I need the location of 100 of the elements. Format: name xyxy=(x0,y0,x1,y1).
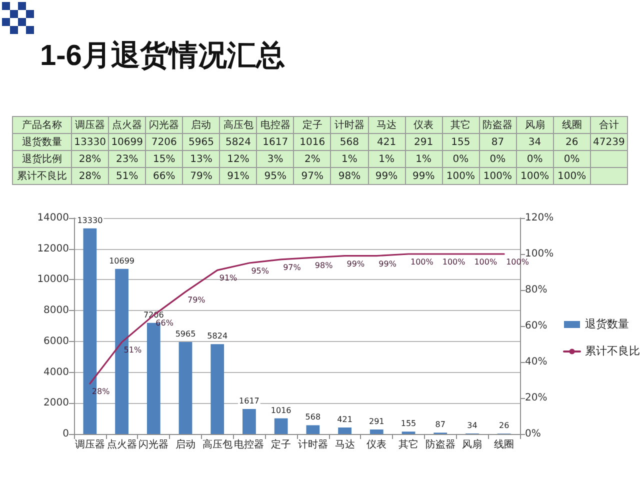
data-label: 97% xyxy=(294,168,331,184)
bar xyxy=(274,418,288,434)
y-tick-label: 10000 xyxy=(37,274,69,286)
series-label: 累计不良比 xyxy=(12,168,72,184)
x-tick-label: 闪光器 xyxy=(138,438,169,450)
x-tick-label: 调压器 xyxy=(74,438,105,450)
y2-tick-label: 20% xyxy=(525,392,548,404)
data-label: 568 xyxy=(330,134,368,150)
data-label: 98% xyxy=(314,261,334,270)
y-tick-label: 6000 xyxy=(44,336,69,347)
data-label: 95% xyxy=(256,168,294,184)
y2-tick-label: 80% xyxy=(525,284,548,296)
x-tick-label: 防盗器 xyxy=(425,438,456,450)
data-label: 66% xyxy=(156,318,174,328)
data-label: 13330 xyxy=(72,134,109,150)
category-label: 电控器 xyxy=(256,116,294,134)
category-label: 高压包 xyxy=(220,116,257,134)
x-tick-label: 启动 xyxy=(176,438,196,450)
category-label: 风扇 xyxy=(516,116,554,134)
data-label: 7206 xyxy=(146,134,183,150)
data-label: 26 xyxy=(498,421,510,430)
bar xyxy=(338,428,352,434)
data-label: 13330 xyxy=(77,216,103,225)
data-label: 91% xyxy=(219,274,238,283)
data-label: 99% xyxy=(346,259,365,268)
data-label: 568 xyxy=(305,412,321,422)
y2-tick-label: 0% xyxy=(525,428,541,440)
data-label: 421 xyxy=(368,134,406,150)
data-label: 47239 xyxy=(590,134,628,150)
x-tick-label: 高压包 xyxy=(202,438,232,450)
category-label: 点火器 xyxy=(108,116,146,134)
x-tick-label: 电控器 xyxy=(234,438,264,450)
data-label: 5824 xyxy=(220,134,257,150)
x-tick-label: 点火器 xyxy=(106,438,137,450)
data-label: 91% xyxy=(220,168,257,184)
data-label: 421 xyxy=(337,415,352,424)
data-label: 1016 xyxy=(270,406,292,415)
data-label: 79% xyxy=(188,295,206,304)
data-label: 79% xyxy=(182,168,220,184)
data-label: 1617 xyxy=(239,396,260,406)
data-label: 28% xyxy=(72,168,109,184)
series-label: 退货数量 xyxy=(12,134,72,150)
data-label: 100% xyxy=(516,168,554,184)
data-label: 1617 xyxy=(256,134,294,150)
data-label: 100% xyxy=(442,168,480,184)
x-tick-label: 定子 xyxy=(271,438,292,450)
y2-tick-label: 40% xyxy=(525,356,548,368)
x-tick-label: 其它 xyxy=(398,438,418,450)
y2-tick-label: 100% xyxy=(525,248,554,260)
data-label: 5824 xyxy=(207,332,228,341)
category-label: 马达 xyxy=(368,116,406,134)
text: 产品名称 xyxy=(12,116,72,134)
x-tick-label: 风扇 xyxy=(462,438,482,450)
category-label: 计时器 xyxy=(330,116,368,134)
data-label: 5965 xyxy=(182,134,220,150)
x-tick-label: 仪表 xyxy=(366,438,387,450)
category-label: 其它 xyxy=(442,116,480,134)
data-label: 100% xyxy=(442,258,466,266)
data-label: 87 xyxy=(479,134,516,150)
category-label: 启动 xyxy=(182,116,220,134)
data-label: 291 xyxy=(369,417,384,426)
x-tick-label: 线圈 xyxy=(494,438,514,450)
data-label: 26 xyxy=(553,134,590,150)
data-label: 99% xyxy=(405,168,442,184)
y-tick-label: 12000 xyxy=(37,243,69,254)
y-tick-label: 14000 xyxy=(37,212,69,224)
data-label: 10699 xyxy=(109,256,135,266)
data-label: 66% xyxy=(146,168,183,184)
y2-tick-label: 60% xyxy=(525,320,548,332)
bar xyxy=(178,342,192,434)
data-label: 100% xyxy=(506,258,530,266)
category-label: 线圈 xyxy=(553,116,590,134)
data-label: 10699 xyxy=(108,134,146,150)
data-label: 100% xyxy=(479,168,516,184)
x-tick-label: 计时器 xyxy=(298,438,328,450)
legend-label: 累计不良比 xyxy=(585,344,640,358)
data-label: 97% xyxy=(283,262,302,272)
x-tick-label: 马达 xyxy=(334,438,355,450)
y-tick-label: 8000 xyxy=(44,305,69,316)
data-label: 99% xyxy=(378,259,397,268)
bar xyxy=(242,409,256,434)
data-label: 155 xyxy=(400,419,416,428)
data-label: 98% xyxy=(330,168,368,184)
y-tick-label: 4000 xyxy=(44,366,69,378)
legend-label: 退货数量 xyxy=(585,318,629,330)
bar xyxy=(370,430,384,434)
data-label: 99% xyxy=(368,168,406,184)
category-label: 仪表 xyxy=(405,116,442,134)
line-series xyxy=(89,253,505,384)
data-label: 51% xyxy=(108,168,146,184)
data-label: 5965 xyxy=(175,329,196,338)
category-label: 合计 xyxy=(590,116,628,134)
data-label: 34 xyxy=(516,134,554,150)
bar xyxy=(306,425,320,434)
y2-tick-label: 120% xyxy=(525,212,554,224)
data-label: 155 xyxy=(442,134,480,150)
data-label: 87 xyxy=(435,420,446,430)
data-label: 1016 xyxy=(294,134,331,150)
data-label: 100% xyxy=(553,168,590,184)
text: 1-6月退货情况汇总 xyxy=(40,39,285,74)
